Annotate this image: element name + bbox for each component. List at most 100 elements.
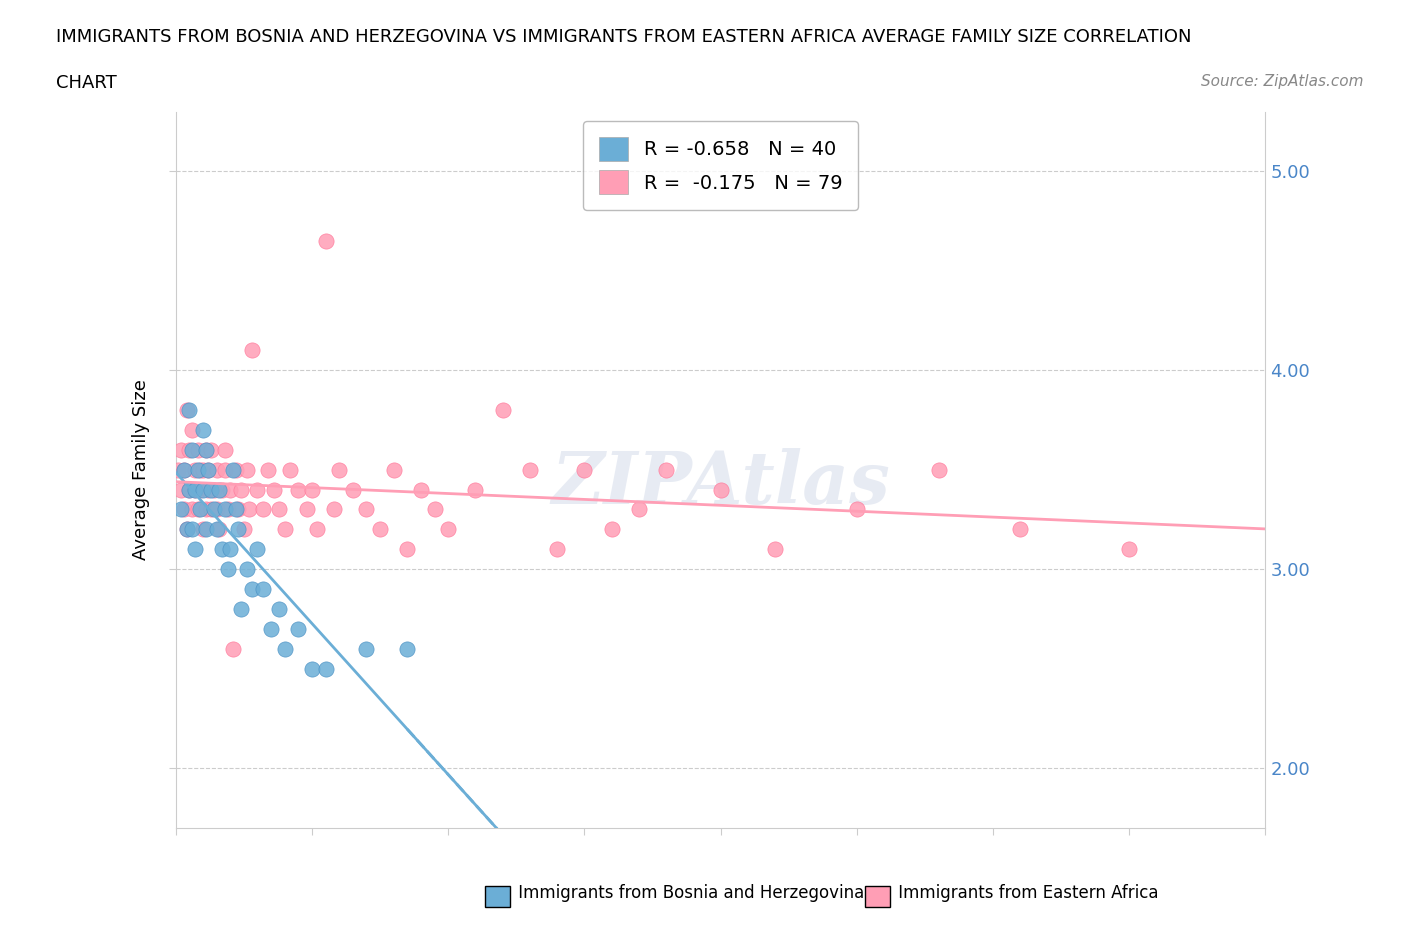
Text: □  Immigrants from Bosnia and Herzegovina: □ Immigrants from Bosnia and Herzegovina: [492, 884, 865, 902]
Point: [205, 462, 228, 477]
Point: [208, 482, 231, 497]
Point: [200, 502, 222, 517]
Point: [222, 462, 245, 477]
Point: [287, 482, 309, 497]
Point: [295, 502, 318, 517]
Point: [301, 482, 323, 497]
Legend: R = -0.658   N = 40, R =  -0.175   N = 79: R = -0.658 N = 40, R = -0.175 N = 79: [583, 121, 858, 209]
Point: [217, 562, 239, 577]
Point: [269, 502, 291, 517]
Point: [173, 502, 195, 517]
Point: [184, 482, 207, 497]
Point: [240, 581, 263, 596]
Text: CHART: CHART: [56, 74, 117, 92]
Point: [225, 502, 247, 517]
Point: [205, 522, 228, 537]
Point: [287, 621, 309, 636]
Point: [238, 502, 260, 517]
Point: [274, 642, 297, 657]
Point: [232, 522, 254, 537]
Point: [179, 443, 201, 458]
Point: [181, 443, 204, 458]
Point: [382, 462, 405, 477]
Point: [228, 502, 250, 517]
Point: [546, 542, 568, 557]
Point: [269, 602, 291, 617]
Point: [202, 482, 225, 497]
Point: [252, 502, 274, 517]
Point: [191, 522, 214, 537]
Point: [197, 462, 219, 477]
Point: [396, 542, 419, 557]
Point: [600, 522, 623, 537]
Point: [176, 403, 198, 418]
Point: [315, 233, 337, 248]
Point: [173, 462, 195, 477]
Point: [655, 462, 678, 477]
Point: [208, 522, 231, 537]
Point: [368, 522, 391, 537]
Point: [181, 502, 204, 517]
Point: [214, 502, 236, 517]
Text: ZIPAtlas: ZIPAtlas: [551, 448, 890, 520]
Point: [356, 502, 378, 517]
Point: [167, 462, 190, 477]
Point: [228, 522, 250, 537]
Point: [1010, 522, 1032, 537]
Point: [423, 502, 446, 517]
Point: [219, 542, 242, 557]
Point: [188, 482, 211, 497]
Point: [574, 462, 596, 477]
Point: [194, 502, 217, 517]
Point: [322, 502, 344, 517]
Point: [184, 482, 207, 497]
Point: [197, 462, 219, 477]
Point: [356, 642, 378, 657]
Point: [179, 482, 201, 497]
Point: [235, 562, 257, 577]
Text: Source: ZipAtlas.com: Source: ZipAtlas.com: [1201, 74, 1364, 89]
Point: [176, 522, 198, 537]
Point: [179, 482, 201, 497]
Point: [225, 462, 247, 477]
Point: [409, 482, 432, 497]
Point: [301, 661, 323, 676]
Y-axis label: Average Family Size: Average Family Size: [132, 379, 150, 560]
Point: [194, 522, 217, 537]
Point: [464, 482, 486, 497]
Point: [328, 462, 350, 477]
Point: [1118, 542, 1140, 557]
Point: [184, 462, 207, 477]
Point: [222, 642, 245, 657]
Point: [260, 621, 283, 636]
Point: [396, 642, 419, 657]
Point: [845, 502, 868, 517]
Point: [214, 443, 236, 458]
Point: [194, 443, 217, 458]
Point: [240, 343, 263, 358]
Point: [519, 462, 541, 477]
Point: [278, 462, 301, 477]
Point: [186, 462, 209, 477]
Point: [188, 502, 211, 517]
Point: [246, 542, 269, 557]
Point: [186, 502, 209, 517]
Point: [217, 502, 239, 517]
Point: [492, 403, 515, 418]
Point: [197, 482, 219, 497]
Point: [184, 542, 207, 557]
Point: [342, 482, 364, 497]
Point: [205, 502, 228, 517]
Point: [263, 482, 285, 497]
Text: □  Immigrants from Eastern Africa: □ Immigrants from Eastern Africa: [872, 884, 1159, 902]
Point: [235, 462, 257, 477]
Point: [274, 522, 297, 537]
Point: [179, 403, 201, 418]
Point: [246, 482, 269, 497]
Point: [202, 502, 225, 517]
Point: [194, 443, 217, 458]
Point: [170, 482, 193, 497]
Point: [181, 522, 204, 537]
Text: IMMIGRANTS FROM BOSNIA AND HERZEGOVINA VS IMMIGRANTS FROM EASTERN AFRICA AVERAGE: IMMIGRANTS FROM BOSNIA AND HERZEGOVINA V…: [56, 28, 1192, 46]
Point: [200, 482, 222, 497]
